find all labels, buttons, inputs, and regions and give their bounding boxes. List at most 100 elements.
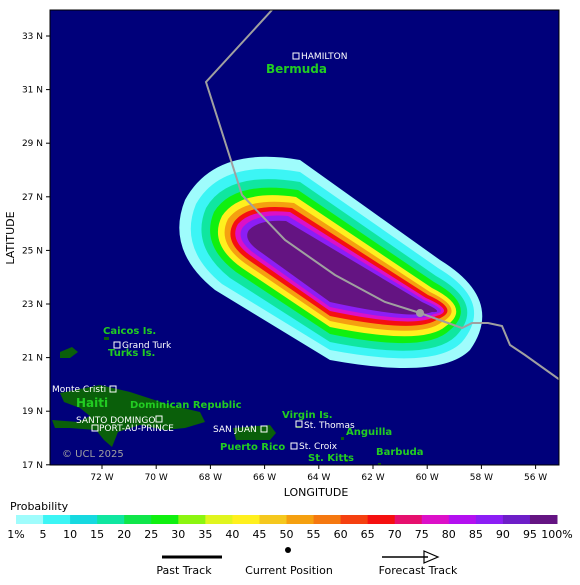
colorbar-tick-label: 40 <box>225 528 239 541</box>
colorbar-tick-label: 30 <box>171 528 185 541</box>
lon-tick-label: 56 W <box>524 473 547 483</box>
lon-tick-label: 72 W <box>90 473 113 483</box>
colorbar-segment <box>313 515 342 524</box>
city-marker <box>290 442 298 450</box>
colorbar-tick-label: 95 <box>523 528 537 541</box>
colorbar-segment <box>232 515 260 524</box>
city-marker <box>109 385 117 393</box>
city-label: SAN JUAN <box>213 425 257 435</box>
turks-caicos-landmass <box>60 347 78 358</box>
past-track-label: Past Track <box>156 564 212 577</box>
city-label: PORT-AU-PRINCE <box>99 424 174 434</box>
colorbar-segment <box>70 515 98 524</box>
lat-tick-label: 21 N <box>22 354 43 364</box>
colorbar-tick-label: 1% <box>7 528 24 541</box>
region-label: Barbuda <box>376 447 424 458</box>
region-label: Dominican Republic <box>130 400 242 411</box>
colorbar-tick-label: 75 <box>415 528 429 541</box>
colorbar-segment <box>529 515 558 524</box>
city-marker <box>292 52 300 60</box>
colorbar-tick-label: 10 <box>63 528 77 541</box>
colorbar-segment <box>394 515 423 524</box>
lat-tick-label: 29 N <box>22 139 43 149</box>
city-label: Grand Turk <box>122 341 172 351</box>
colorbar-tick-label: 45 <box>252 528 266 541</box>
colorbar-tick-label: 20 <box>117 528 131 541</box>
lat-tick-label: 17 N <box>22 461 43 471</box>
colorbar-tick-label: 15 <box>90 528 104 541</box>
city-label: Monte Cristi <box>52 385 106 395</box>
lat-tick-label: 33 N <box>22 32 43 42</box>
y-axis-title: LATITUDE <box>4 211 17 264</box>
lon-tick-label: 66 W <box>253 473 276 483</box>
lat-tick-label: 25 N <box>22 246 43 256</box>
colorbar-tick-label: 50 <box>280 528 294 541</box>
colorbar-tick-label: 70 <box>388 528 402 541</box>
lat-tick-label: 19 N <box>22 407 43 417</box>
region-label: Anguilla <box>346 427 392 438</box>
puerto-rico-landmass <box>233 425 276 440</box>
colorbar-segment <box>16 515 44 524</box>
city-label: HAMILTON <box>301 52 347 62</box>
colorbar-segment <box>367 515 396 524</box>
colorbar-tick-label: 85 <box>469 528 483 541</box>
lat-tick-label: 27 N <box>22 193 43 203</box>
region-label: Bermuda <box>266 62 327 76</box>
city-label: SANTO DOMINGO <box>76 416 155 426</box>
city-marker <box>155 415 163 423</box>
colorbar-tick-label: 25 <box>144 528 158 541</box>
colorbar-tick-label: 90 <box>496 528 510 541</box>
city-label: St. Thomas <box>304 421 355 431</box>
past-track-line <box>204 10 559 381</box>
colorbar-segment <box>502 515 531 524</box>
lon-tick-label: 62 W <box>361 473 384 483</box>
forecast-track-label: Forecast Track <box>379 564 458 577</box>
colorbar-segment <box>340 515 369 524</box>
colorbar-segment <box>97 515 125 524</box>
lon-tick-label: 70 W <box>145 473 168 483</box>
colorbar-segment <box>151 515 179 524</box>
hispaniola-landmass <box>52 385 205 447</box>
colorbar-tick-label: 100% <box>541 528 572 541</box>
colorbar-segment <box>205 515 233 524</box>
storm-tracks <box>204 10 559 381</box>
lon-tick-label: 64 W <box>307 473 330 483</box>
city-marker <box>113 341 121 349</box>
colorbar-segment <box>286 515 315 524</box>
colorbar-segment <box>421 515 450 524</box>
colorbar-tick-label: 55 <box>307 528 321 541</box>
x-axis-title: LONGITUDE <box>284 486 349 499</box>
lat-tick-label: 23 N <box>22 300 43 310</box>
lon-tick-label: 60 W <box>416 473 439 483</box>
latitude-axis: 33 N 31 N 29 N 27 N 25 N 23 N 21 N 19 N 17 N <box>22 32 50 471</box>
land-masses <box>52 337 381 465</box>
colorbar-tick-label: 65 <box>361 528 375 541</box>
region-label: Caicos Is. <box>103 326 156 337</box>
region-label: St. Kitts <box>308 453 354 464</box>
legend-title: Probability <box>10 500 69 513</box>
probability-colorbar-ticks: 1% 5 10 15 20 25 30 35 40 45 50 55 60 65 70 75 80 85 90 95 1… <box>7 528 572 541</box>
probability-colorbar <box>16 515 558 524</box>
region-label: Turks Is. <box>108 348 155 359</box>
lat-tick-label: 31 N <box>22 86 43 96</box>
city-label: St. Croix <box>299 442 338 452</box>
region-label: Puerto Rico <box>220 442 285 453</box>
colorbar-tick-label: 60 <box>334 528 348 541</box>
plot-border <box>49 9 560 466</box>
colorbar-tick-label: 80 <box>442 528 456 541</box>
region-label: Haiti <box>76 396 108 410</box>
longitude-axis: 72 W 70 W 68 W 66 W 64 W 62 W 60 W 58 W 56 W <box>90 465 547 483</box>
colorbar-tick-label: 35 <box>198 528 212 541</box>
current-position-label: Current Position <box>245 564 333 577</box>
colorbar-segment <box>475 515 504 524</box>
colorbar-segment <box>178 515 206 524</box>
city-marker <box>295 420 303 428</box>
lon-tick-label: 58 W <box>470 473 493 483</box>
city-marker <box>260 425 268 433</box>
lon-tick-label: 68 W <box>199 473 222 483</box>
forecast-track-arrow <box>423 550 440 564</box>
colorbar-segment <box>448 515 477 524</box>
colorbar-tick-label: 5 <box>40 528 47 541</box>
city-marker <box>91 424 99 432</box>
colorbar-segment <box>43 515 71 524</box>
